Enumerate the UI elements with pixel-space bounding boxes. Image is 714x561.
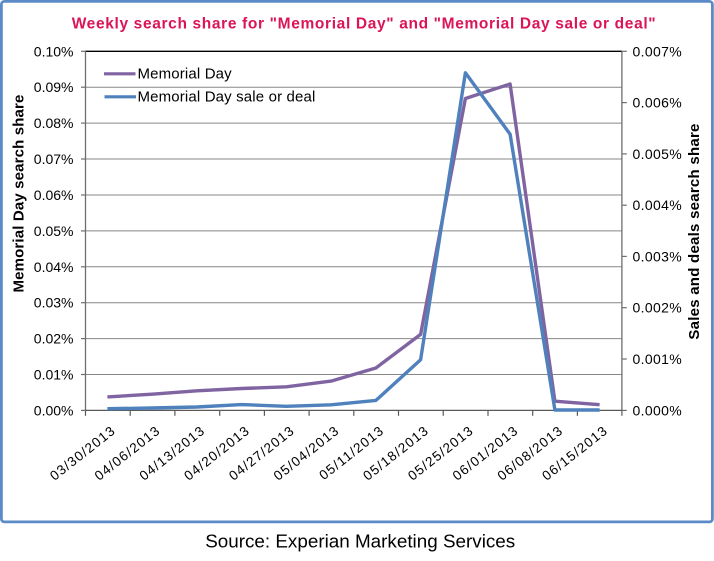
svg-text:Memorial Day sale or deal: Memorial Day sale or deal xyxy=(138,89,316,106)
svg-text:0.04%: 0.04% xyxy=(34,259,74,275)
svg-text:0.02%: 0.02% xyxy=(34,331,74,347)
svg-text:Memorial Day: Memorial Day xyxy=(138,66,233,83)
svg-text:Source: Experian Marketing Ser: Source: Experian Marketing Services xyxy=(205,531,515,552)
svg-text:0.03%: 0.03% xyxy=(34,295,74,311)
svg-text:Sales and deals search share: Sales and deals search share xyxy=(686,123,703,339)
svg-text:0.09%: 0.09% xyxy=(34,79,74,95)
svg-text:0.005%: 0.005% xyxy=(633,146,683,162)
svg-text:0.006%: 0.006% xyxy=(633,95,683,111)
svg-text:0.000%: 0.000% xyxy=(633,402,683,418)
svg-text:0.05%: 0.05% xyxy=(34,223,74,239)
svg-text:0.004%: 0.004% xyxy=(633,197,683,213)
svg-text:0.07%: 0.07% xyxy=(34,151,74,167)
svg-text:Memorial Day search share: Memorial Day search share xyxy=(11,94,28,292)
svg-text:0.01%: 0.01% xyxy=(34,367,74,383)
svg-text:0.06%: 0.06% xyxy=(34,187,74,203)
svg-text:0.00%: 0.00% xyxy=(34,402,74,418)
svg-text:0.007%: 0.007% xyxy=(633,43,683,59)
svg-text:0.003%: 0.003% xyxy=(633,248,683,264)
svg-text:0.002%: 0.002% xyxy=(633,300,683,316)
svg-text:0.001%: 0.001% xyxy=(633,351,683,367)
svg-text:0.08%: 0.08% xyxy=(34,115,74,131)
svg-text:0.10%: 0.10% xyxy=(34,43,74,59)
svg-text:Weekly search share for "Memor: Weekly search share for "Memorial Day" a… xyxy=(72,15,657,32)
